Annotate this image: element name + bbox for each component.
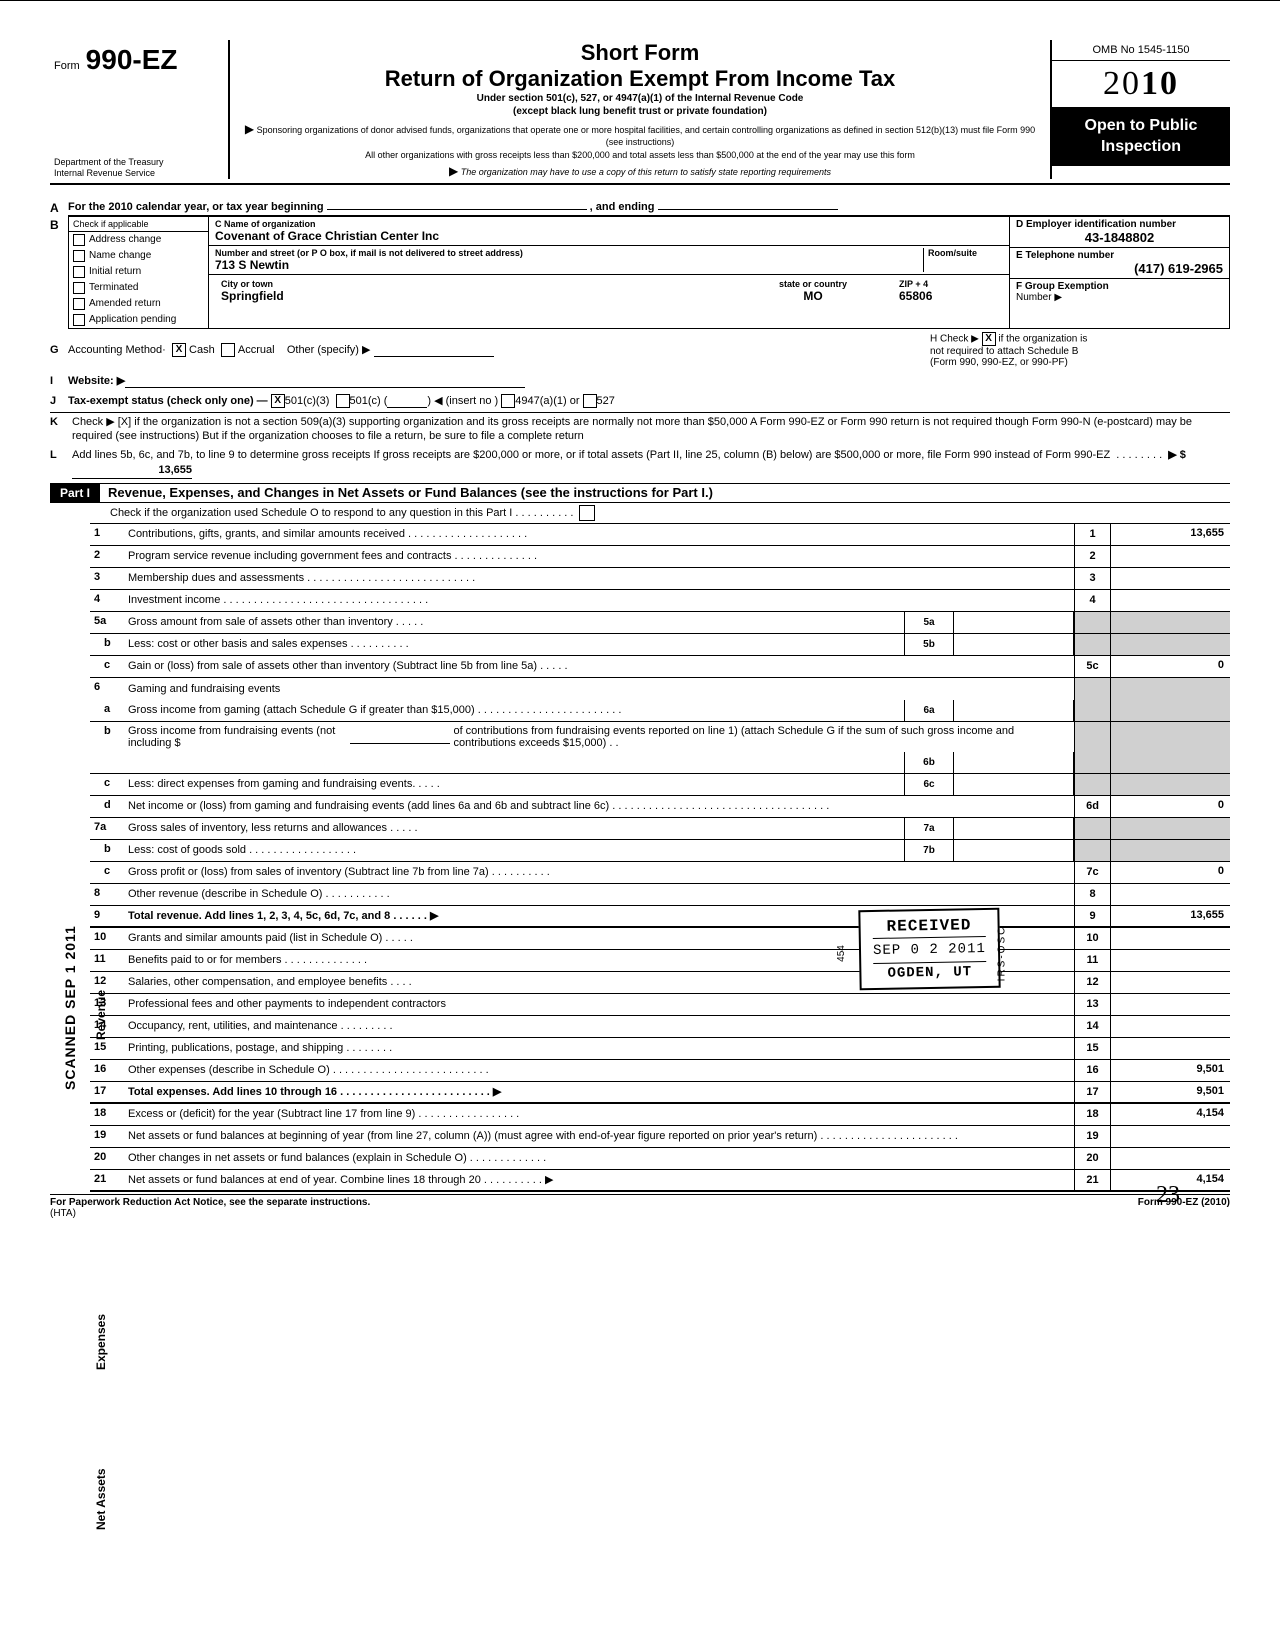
tax-year: 2010 (1052, 61, 1230, 108)
scanned-stamp: SCANNED SEP 1 2011 (62, 925, 78, 1090)
state-label: state or country (739, 279, 887, 289)
label-j: J (50, 395, 68, 407)
header-left: Form 990-EZ Department of the Treasury I… (50, 40, 230, 179)
checkbox-schedule-o[interactable] (579, 505, 595, 521)
subtitle1: Under section 501(c), 527, or 4947(a)(1)… (240, 92, 1040, 105)
phone: (417) 619-2965 (1016, 261, 1223, 276)
label-a: A (50, 199, 68, 216)
city: Springfield (221, 289, 727, 303)
revenue-label: Revenue (94, 990, 108, 1040)
city-label: City or town (221, 279, 727, 289)
checkbox-4947[interactable] (501, 394, 515, 408)
checkbox-501c[interactable] (336, 394, 350, 408)
form-footer: Form 990-EZ (2010) (1138, 1197, 1230, 1219)
hta: (HTA) (50, 1208, 76, 1219)
f-label2: Number ▶ (1016, 292, 1223, 303)
row-j: J Tax-exempt status (check only one) — X… (50, 391, 1230, 413)
form-header: Form 990-EZ Department of the Treasury I… (50, 40, 1230, 185)
check-label: Check if applicable (69, 217, 208, 232)
checkbox[interactable] (73, 266, 85, 278)
paperwork-notice: For Paperwork Reduction Act Notice, see … (50, 1197, 370, 1208)
part1-title: Revenue, Expenses, and Changes in Net As… (100, 485, 713, 500)
header-mid: Short Form Return of Organization Exempt… (230, 40, 1050, 179)
info-block: A For the 2010 calendar year, or tax yea… (50, 199, 1230, 481)
form-word: Form (54, 60, 80, 72)
checkbox[interactable] (73, 250, 85, 262)
checkbox-accrual[interactable] (221, 343, 235, 357)
signature-mark: 23 (1156, 1182, 1180, 1209)
row-b-grid: Check if applicable Address change Name … (68, 216, 1230, 329)
org-name: Covenant of Grace Christian Center Inc (215, 229, 1003, 243)
arrow-icon: ▶ (245, 122, 254, 136)
state: MO (739, 289, 887, 303)
zip: 65806 (899, 289, 997, 303)
row-a: For the 2010 calendar year, or tax year … (68, 199, 1230, 216)
form-number: 990-EZ (86, 44, 178, 76)
checkbox-501c3[interactable]: X (271, 394, 285, 408)
omb-number: OMB No 1545-1150 (1052, 40, 1230, 61)
part1-header: Part I Revenue, Expenses, and Changes in… (50, 483, 1230, 503)
checkbox[interactable] (73, 298, 85, 310)
note2: All other organizations with gross recei… (240, 150, 1040, 161)
dept-2: Internal Revenue Service (54, 168, 220, 179)
zip-label: ZIP + 4 (899, 279, 997, 289)
d-label: D Employer identification number (1016, 219, 1223, 230)
expenses-label: Expenses (94, 1314, 108, 1370)
c-label: C Name of organization (215, 219, 1003, 229)
f-label: F Group Exemption (1016, 281, 1223, 292)
note3: The organization may have to use a copy … (461, 167, 831, 177)
checkbox-cash[interactable]: X (172, 343, 186, 357)
row-g: G Accounting Method· X Cash Accrual Othe… (50, 329, 1230, 371)
subtitle2: (except black lung benefit trust or priv… (240, 105, 1040, 118)
checkbox[interactable] (73, 314, 85, 326)
part1-check-row: Check if the organization used Schedule … (50, 503, 1230, 523)
gross-receipts: 13,655 (72, 463, 192, 479)
header-right: OMB No 1545-1150 2010 Open to Public Ins… (1050, 40, 1230, 179)
open-to-public: Open to Public Inspection (1052, 108, 1230, 166)
part1-tag: Part I (50, 484, 100, 502)
received-stamp: RECEIVED SEP 0 2 2011 OGDEN, UT (858, 908, 1000, 990)
ein: 43-1848802 (1016, 230, 1223, 245)
title-short: Short Form (240, 40, 1040, 66)
row-l: L Add lines 5b, 6c, and 7b, to line 9 to… (50, 446, 1230, 481)
net-assets-label: Net Assets (94, 1468, 108, 1530)
e-label: E Telephone number (1016, 250, 1223, 261)
checkbox[interactable] (73, 234, 85, 246)
note1: Sponsoring organizations of donor advise… (257, 125, 1035, 147)
label-i: I (50, 375, 68, 387)
label-g: G (50, 344, 68, 356)
title-main: Return of Organization Exempt From Incom… (240, 66, 1040, 92)
part1-lines: 1Contributions, gifts, grants, and simil… (90, 523, 1230, 1192)
room-label: Room/suite (928, 248, 1003, 258)
row-i: I Website: ▶ (50, 371, 1230, 391)
row-k: K Check ▶ [X] if the organization is not… (50, 413, 1230, 447)
checkbox-527[interactable] (583, 394, 597, 408)
check-if-applicable: Check if applicable Address change Name … (69, 217, 209, 328)
row-h: H Check ▶ X if the organization is not r… (930, 332, 1230, 368)
checkbox[interactable] (73, 282, 85, 294)
stamp-side: IRS-OSC (997, 926, 1008, 982)
ein-phone: D Employer identification number 43-1848… (1009, 217, 1229, 328)
dept-1: Department of the Treasury (54, 157, 220, 168)
arrow-icon: ▶ (449, 164, 458, 178)
label-b: B (50, 216, 68, 329)
street: 713 S Newtin (215, 258, 923, 272)
checkbox-h[interactable]: X (982, 332, 996, 346)
org-info: C Name of organization Covenant of Grace… (209, 217, 1009, 328)
footer: For Paperwork Reduction Act Notice, see … (50, 1194, 1230, 1219)
street-label: Number and street (or P O box, if mail i… (215, 248, 923, 258)
stamp-454: 454 (836, 945, 847, 962)
